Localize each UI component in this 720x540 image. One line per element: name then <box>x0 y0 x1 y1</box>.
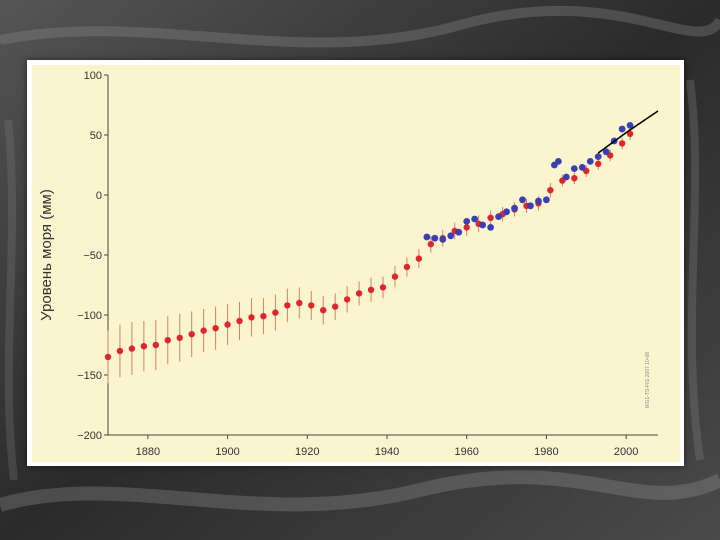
figure-credit: WG1-TS-FIG 2007 10-08 <box>645 352 651 408</box>
background-swirl <box>0 470 720 512</box>
y-tick-label: −150 <box>77 370 102 382</box>
tide-gauge-point <box>463 224 470 231</box>
y-ticks-group: 100 50 0 −50 −100 −150 −200 <box>77 70 108 442</box>
satellite-point <box>562 173 570 181</box>
x-tick-label: 1880 <box>136 446 160 458</box>
tide-gauge-point <box>595 160 602 167</box>
satellite-point <box>578 164 586 171</box>
tide-gauge-point <box>260 313 267 320</box>
tide-gauge-point <box>320 307 327 314</box>
satellite-point <box>455 228 463 236</box>
y-tick-label: −200 <box>77 430 102 442</box>
tide-gauge-point <box>618 140 626 147</box>
x-ticks-group: 1880 1900 1920 1940 1960 1980 2000 <box>136 435 638 458</box>
background-swirl <box>4 119 18 481</box>
satellite-point <box>626 122 634 129</box>
tide-gauge-point <box>224 321 231 328</box>
satellite-point <box>535 197 542 205</box>
satellite-point <box>471 215 479 223</box>
tide-gauge-point <box>164 337 171 344</box>
satellite-point <box>543 196 550 204</box>
tide-gauge-point <box>487 214 494 221</box>
plot-area <box>32 65 680 462</box>
satellite-point <box>479 221 487 229</box>
tide-gauge-point <box>547 187 554 194</box>
tide-gauge-point <box>427 241 435 248</box>
tide-gauge-point <box>626 130 634 137</box>
tide-gauge-point <box>152 341 160 349</box>
satellite-point <box>487 224 495 231</box>
tide-gauge-point <box>343 296 351 303</box>
satellite-point <box>527 202 534 210</box>
satellite-point <box>447 232 455 240</box>
satellite-point <box>503 208 510 216</box>
sea-level-chart: 100 50 0 −50 −100 −150 −200 1880 1900 1920 1940 19… <box>32 65 680 462</box>
satellite-point <box>495 213 502 221</box>
y-tick-label: 100 <box>84 70 102 82</box>
tide-gauge-point <box>308 302 315 309</box>
tide-gauge-point <box>403 263 411 271</box>
satellite-point <box>594 153 602 160</box>
tide-gauge-point <box>272 309 279 316</box>
chart-frame: 100 50 0 −50 −100 −150 −200 1880 1900 1920 1940 19… <box>27 60 684 466</box>
satellite-point <box>554 158 562 165</box>
tide-gauge-point <box>116 347 124 355</box>
satellite-point <box>423 233 431 241</box>
tide-gauge-point <box>296 299 303 307</box>
projection-line <box>597 110 659 154</box>
satellite-point <box>511 204 518 212</box>
satellite-point <box>431 234 439 242</box>
tide-gauge-point <box>200 327 207 334</box>
tide-gauge-point <box>188 331 195 338</box>
background-swirl <box>686 79 704 461</box>
tide-gauge-point <box>140 343 148 350</box>
tide-gauge-point <box>571 175 578 182</box>
tide-gauge-point <box>176 334 183 341</box>
x-tick-label: 1900 <box>215 446 239 458</box>
x-tick-label: 1960 <box>454 446 478 458</box>
tide-gauge-point <box>379 284 387 291</box>
satellite-point <box>463 218 471 225</box>
satellite-series <box>423 122 634 243</box>
tide-gauge-point <box>212 325 219 332</box>
x-tick-label: 1940 <box>375 446 399 458</box>
x-tick-label: 1980 <box>534 446 558 458</box>
tide-gauge-point <box>367 286 375 293</box>
y-tick-label: 50 <box>90 130 102 142</box>
y-tick-label: −50 <box>83 250 102 262</box>
tide-gauge-point <box>355 290 363 297</box>
tide-gauge-point <box>104 353 112 361</box>
x-tick-label: 2000 <box>614 446 638 458</box>
satellite-point <box>570 165 578 172</box>
tide-gauge-point <box>248 314 255 321</box>
satellite-point <box>439 236 447 243</box>
y-tick-label: 0 <box>96 190 102 202</box>
y-axis-title: Уровень моря (мм) <box>38 189 55 321</box>
satellite-point <box>618 125 626 133</box>
y-tick-label: −100 <box>77 310 102 322</box>
x-tick-label: 1920 <box>295 446 319 458</box>
tide-gauge-point <box>415 255 423 262</box>
background-swirl <box>0 5 720 48</box>
satellite-point <box>602 148 610 156</box>
satellite-point <box>586 158 594 165</box>
satellite-point <box>519 196 526 204</box>
tide-gauge-point <box>236 317 243 325</box>
tide-gauge-point <box>331 303 339 310</box>
tide-gauge-point <box>128 345 136 352</box>
tide-gauge-point <box>284 302 291 309</box>
tide-gauge-point <box>391 273 399 280</box>
